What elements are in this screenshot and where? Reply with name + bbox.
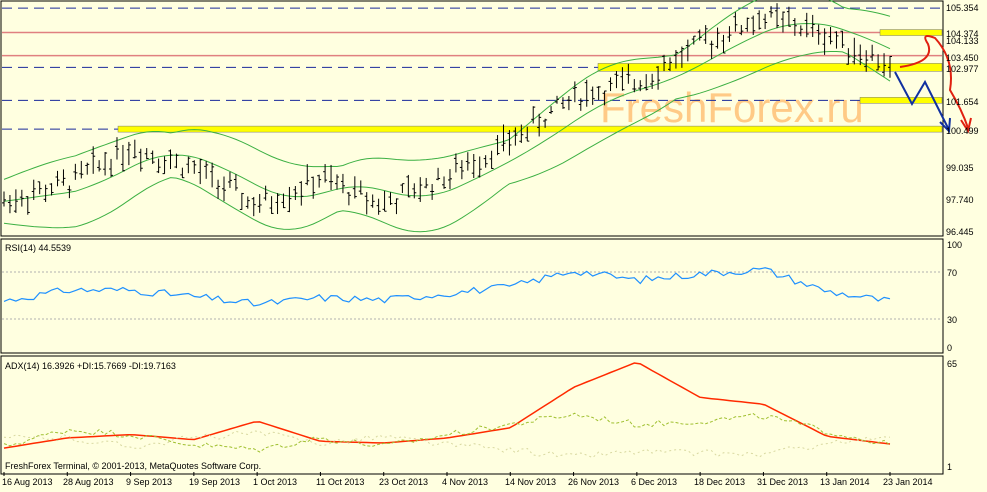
price-axis-label: 104.374 <box>946 29 979 39</box>
x-axis-label: 16 Aug 2013 <box>2 477 53 487</box>
rsi-title: RSI(14) 44.5539 <box>5 243 71 253</box>
price-axis-label: 100.499 <box>946 126 979 136</box>
adx-axis-label: 1 <box>947 462 952 472</box>
resistance-band <box>879 29 943 36</box>
x-axis-label: 19 Sep 2013 <box>189 477 240 487</box>
rsi-panel[interactable] <box>0 238 944 354</box>
price-axis-label: 103.450 <box>946 53 979 63</box>
footer-copyright: FreshForex Terminal, © 2001-2013, MetaQu… <box>5 461 261 471</box>
price-axis-label: 102.977 <box>946 64 979 74</box>
adx-panel[interactable] <box>0 355 944 475</box>
x-axis-label: 23 Jan 2014 <box>883 477 933 487</box>
x-axis-label: 31 Dec 2013 <box>757 477 808 487</box>
x-axis-label: 18 Dec 2013 <box>694 477 745 487</box>
price-axis-label: 104.133 <box>946 36 979 46</box>
x-axis-label: 9 Sep 2013 <box>126 477 172 487</box>
forecast-arrow-blue <box>894 71 949 129</box>
x-axis-label: 13 Jan 2014 <box>820 477 870 487</box>
plus-di-line <box>3 412 891 453</box>
x-axis-label: 26 Nov 2013 <box>568 477 619 487</box>
adx-axis-label: 65 <box>947 359 957 369</box>
price-axis-label: 96.445 <box>946 227 974 237</box>
rsi-line <box>3 267 891 307</box>
minus-di-line <box>3 430 891 459</box>
watermark-text: FreshForex.ru <box>600 84 864 131</box>
adx-line <box>3 362 891 449</box>
x-axis-label: 14 Nov 2013 <box>505 477 556 487</box>
price-axis-label: 105.354 <box>946 3 979 13</box>
rsi-axis-label: 70 <box>947 268 957 278</box>
adx-title: ADX(14) 16.3926 +DI:15.7669 -DI:19.7163 <box>5 361 176 371</box>
x-axis-label: 6 Dec 2013 <box>631 477 677 487</box>
price-axis-label: 101.654 <box>946 97 979 107</box>
x-axis-label: 28 Aug 2013 <box>63 477 114 487</box>
support-band <box>859 97 943 104</box>
x-axis-label: 23 Oct 2013 <box>379 477 428 487</box>
arrow-head-red <box>960 117 972 134</box>
support-band <box>597 63 943 72</box>
support-band <box>117 125 943 133</box>
x-axis-label: 1 Oct 2013 <box>253 477 297 487</box>
price-axis-label: 99.035 <box>946 163 974 173</box>
rsi-axis-label: 0 <box>947 343 952 353</box>
bollinger-lower-line <box>3 51 891 233</box>
bollinger-middle-line <box>3 22 891 202</box>
arrow-head-blue <box>939 117 951 134</box>
rsi-axis-label: 100 <box>947 240 962 250</box>
x-axis-label: 11 Oct 2013 <box>316 477 364 487</box>
x-axis-label: 4 Nov 2013 <box>442 477 488 487</box>
bollinger-upper-line <box>3 0 891 180</box>
forecast-arrow-red <box>899 35 969 129</box>
price-axis-label: 97.740 <box>946 195 974 205</box>
rsi-axis-label: 30 <box>947 315 957 325</box>
